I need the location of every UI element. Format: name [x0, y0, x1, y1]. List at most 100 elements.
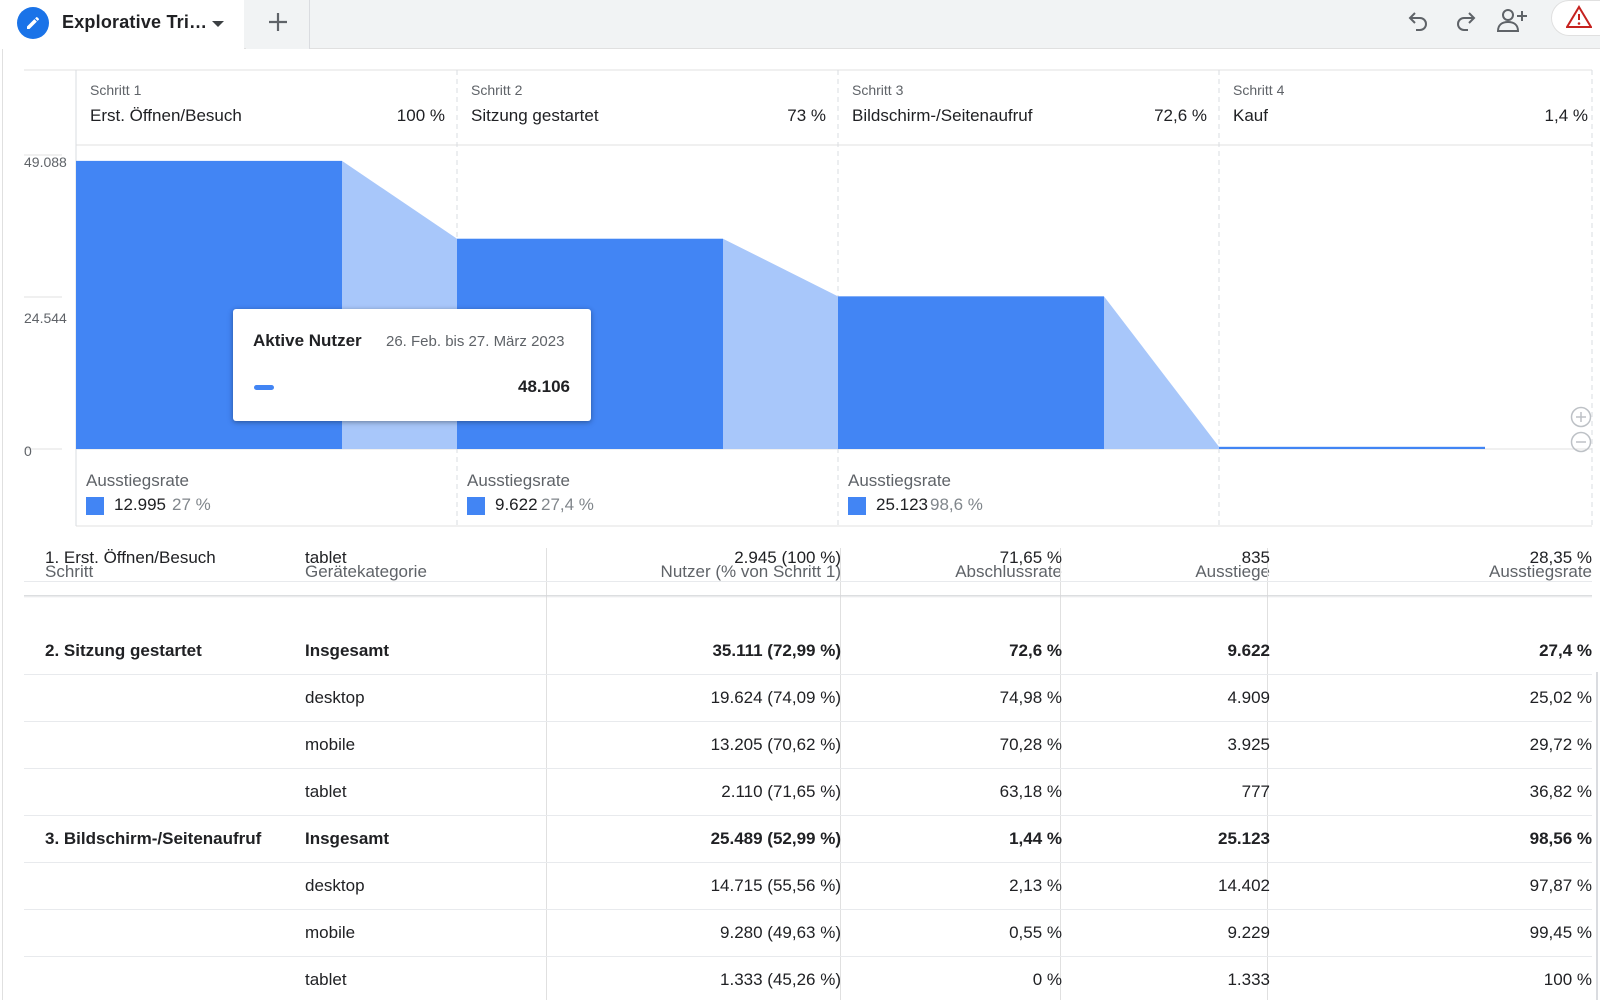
col-header-exit-rate[interactable]: Ausstiegsrate — [1489, 562, 1592, 581]
cell-users: 2.945 (100 %) — [734, 548, 841, 567]
table-row[interactable]: 2. Sitzung gestartet Insgesamt 35.111 (72,… — [24, 628, 1592, 675]
table-row[interactable]: desktop 14.715 (55,56 %) 2,13 % 14.402 97,87… — [24, 863, 1592, 910]
dropout-pct-1: 27 % — [172, 495, 211, 514]
y-tick-mid: 24.544 — [24, 310, 67, 326]
step-1-name: Erst. Öffnen/Besuch — [90, 106, 242, 125]
dropout-value-1: 12.995 — [114, 495, 166, 514]
cell-completion: 74,98 % — [999, 688, 1062, 707]
funnel-bar-step-3 — [838, 296, 1104, 449]
header-shadow — [24, 595, 1592, 598]
table-row[interactable]: mobile 9.280 (49,63 %) 0,55 % 9.229 99,45 % — [24, 910, 1592, 957]
cell-step: 3. Bildschirm-/Seitenaufruf — [45, 829, 262, 848]
chart-tooltip: Aktive Nutzer 26. Feb. bis 27. März 2023… — [233, 309, 591, 421]
cell-exits: 14.402 — [1218, 876, 1270, 895]
cell-exit-rate: 25,02 % — [1529, 688, 1592, 707]
funnel-chart: 49.088 24.544 0 Schritt 1 Erst. Öffnen/B… — [0, 49, 1600, 529]
cell-completion: 72,6 % — [1009, 641, 1062, 660]
warning-icon — [1565, 5, 1593, 34]
y-tick-zero: 0 — [24, 443, 32, 459]
scrollbar[interactable] — [1596, 672, 1598, 1000]
cell-exits: 1.333 — [1227, 970, 1270, 989]
step-3-name: Bildschirm-/Seitenaufruf — [852, 106, 1033, 125]
dropout-pct-3: 98,6 % — [930, 495, 983, 514]
dropout-swatch-2 — [467, 497, 485, 515]
table-row[interactable]: 3. Bildschirm-/Seitenaufruf Insgesamt 25.4… — [24, 816, 1592, 863]
dropout-pct-2: 27,4 % — [541, 495, 594, 514]
tooltip-date: 26. Feb. bis 27. März 2023 — [386, 333, 565, 350]
col-divider — [840, 548, 841, 1000]
step-2-label: Schritt 2 — [471, 82, 523, 98]
cell-step: 2. Sitzung gestartet — [45, 641, 202, 660]
cell-device: mobile — [305, 923, 356, 942]
table-row[interactable]: tablet 1.333 (45,26 %) 0 % 1.333 100 % — [24, 957, 1592, 1000]
tooltip-swatch — [254, 385, 274, 390]
cell-completion: 1,44 % — [1009, 829, 1062, 848]
top-bar: Explorative Tri… — [0, 0, 1600, 49]
zoom-in-icon[interactable] — [1570, 406, 1592, 428]
col-header-completion[interactable]: Abschlussrate — [955, 562, 1062, 581]
panel-edge — [2, 49, 3, 1000]
cell-users: 14.715 (55,56 %) — [710, 876, 841, 895]
col-divider — [546, 548, 547, 1000]
dropout-label-3: Ausstiegsrate — [848, 471, 951, 490]
step-4-pct: 1,4 % — [1544, 106, 1588, 125]
col-header-step[interactable]: Schritt — [45, 562, 94, 581]
cell-exits: 835 — [1241, 548, 1270, 567]
cell-completion: 71,65 % — [999, 548, 1062, 567]
cell-step — [45, 910, 300, 956]
cell-exit-rate: 99,45 % — [1529, 923, 1592, 942]
col-header-users[interactable]: Nutzer (% von Schritt 1) — [660, 562, 841, 581]
plus-icon — [266, 10, 290, 39]
col-header-exits[interactable]: Ausstiege — [1195, 562, 1270, 581]
cell-users: 1.333 (45,26 %) — [720, 970, 841, 989]
table-row[interactable]: desktop 19.624 (74,09 %) 74,98 % 4.909 25,02… — [24, 675, 1592, 722]
cell-exits: 777 — [1241, 782, 1270, 801]
add-person-icon[interactable] — [1496, 4, 1528, 36]
cell-step: 1. Erst. Öffnen/Besuch — [45, 548, 216, 567]
cell-device: mobile — [305, 735, 356, 754]
exploration-tab[interactable]: Explorative Tri… — [0, 0, 244, 49]
add-tab-button[interactable] — [246, 0, 310, 49]
cell-users: 25.489 (52,99 %) — [710, 829, 841, 848]
step-3-pct: 72,6 % — [1154, 106, 1207, 125]
table-row[interactable]: mobile 13.205 (70,62 %) 70,28 % 3.925 29,72 … — [24, 722, 1592, 769]
undo-icon[interactable] — [1402, 4, 1434, 36]
caret-down-icon[interactable] — [208, 14, 228, 34]
tooltip-value: 48.106 — [518, 377, 570, 396]
col-divider — [1267, 548, 1268, 1000]
cell-exits: 9.229 — [1227, 923, 1270, 942]
zoom-out-icon[interactable] — [1570, 431, 1592, 453]
tab-title[interactable]: Explorative Tri… — [62, 12, 208, 32]
dropout-swatch-1 — [86, 497, 104, 515]
cell-users: 13.205 (70,62 %) — [710, 735, 841, 754]
cell-exits: 9.622 — [1227, 641, 1270, 660]
cell-step — [45, 957, 300, 1000]
y-tick-max: 49.088 — [24, 154, 67, 170]
table-row[interactable]: tablet 2.110 (71,65 %) 63,18 % 777 36,82 % — [24, 769, 1592, 816]
cell-exit-rate: 29,72 % — [1529, 735, 1592, 754]
cell-exits: 3.925 — [1227, 735, 1270, 754]
cell-exit-rate: 27,4 % — [1539, 641, 1592, 660]
cell-exit-rate: 36,82 % — [1529, 782, 1592, 801]
step-2-name: Sitzung gestartet — [471, 106, 599, 125]
cell-step — [45, 675, 300, 721]
cell-device: tablet — [305, 782, 347, 801]
dropout-value-2: 9.622 — [495, 495, 538, 514]
cell-step — [45, 769, 300, 815]
step-3-label: Schritt 3 — [852, 82, 904, 98]
warning-button[interactable] — [1551, 0, 1600, 36]
cell-completion: 0 % — [1032, 970, 1062, 989]
redo-icon[interactable] — [1450, 4, 1482, 36]
cell-exit-rate: 100 % — [1543, 970, 1592, 989]
cell-device: Insgesamt — [305, 829, 390, 848]
table-row[interactable]: 1. Erst. Öffnen/Besuch tablet 2.945 (100 %… — [24, 548, 1592, 582]
cell-step — [45, 722, 300, 768]
edit-icon[interactable] — [17, 7, 49, 39]
cell-exits: 25.123 — [1218, 829, 1270, 848]
cell-device: tablet — [305, 548, 347, 567]
cell-step — [45, 863, 300, 909]
step-4-label: Schritt 4 — [1233, 82, 1285, 98]
cell-exit-rate: 97,87 % — [1529, 876, 1592, 895]
cell-completion: 70,28 % — [999, 735, 1062, 754]
col-header-device[interactable]: Gerätekategorie — [305, 562, 427, 581]
